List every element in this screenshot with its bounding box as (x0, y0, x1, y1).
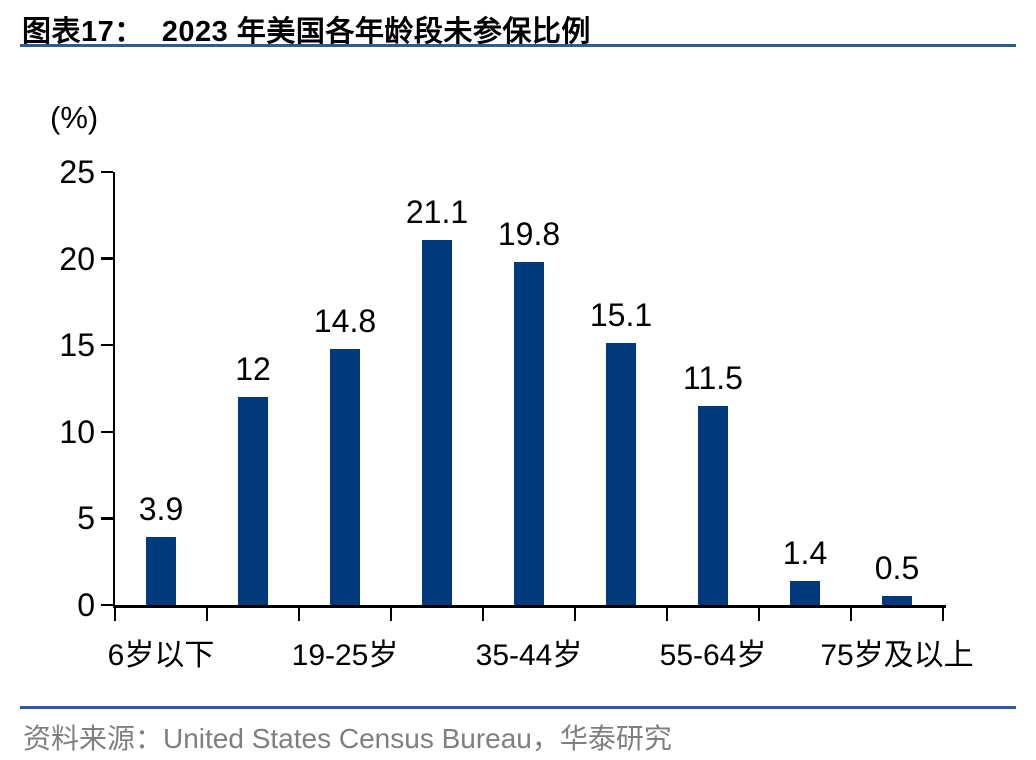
bar-value-label: 11.5 (683, 359, 743, 396)
figure-title-text: 2023 年美国各年龄段未参保比例 (161, 16, 591, 48)
x-axis-category-label: 35-44岁 (475, 639, 583, 672)
bar-value-label: 19.8 (497, 216, 561, 253)
figure-label: 图表17： (22, 16, 144, 48)
y-axis-tick-label: 5 (77, 500, 95, 537)
bar-value-label: 21.1 (405, 193, 469, 230)
x-axis-tick (113, 605, 117, 621)
y-axis-tick (100, 257, 113, 260)
x-axis-tick (941, 605, 945, 621)
bar (790, 580, 820, 605)
x-axis-category-label: 6岁以下 (107, 639, 215, 672)
x-axis-tick (665, 605, 669, 621)
x-axis-category-label: 55-64岁 (659, 639, 767, 672)
bar-value-label: 1.4 (782, 534, 828, 571)
y-axis-tick-label: 25 (59, 154, 95, 190)
title-underline (20, 44, 1016, 47)
y-axis-tick-label: 20 (59, 240, 95, 277)
figure-title: 图表17： 2023 年美国各年龄段未参保比例 (22, 8, 591, 50)
y-axis-tick (100, 603, 113, 607)
bar (882, 596, 912, 605)
y-axis-tick (100, 430, 113, 434)
y-axis-tick (100, 343, 113, 347)
bar-value-label: 12 (235, 351, 271, 388)
bar (698, 405, 728, 605)
y-axis-line (112, 172, 115, 608)
y-axis-tick-label: 0 (77, 587, 95, 623)
x-axis-tick (389, 605, 393, 621)
x-axis-tick (205, 605, 209, 621)
bar (514, 262, 544, 605)
x-axis-line (112, 605, 946, 608)
y-axis-tick (100, 170, 113, 174)
bar-value-label: 15.1 (589, 297, 653, 334)
y-axis-tick (100, 517, 113, 520)
x-axis-tick (573, 605, 577, 621)
bar (330, 348, 360, 605)
x-axis-tick (849, 605, 853, 621)
x-axis-tick (757, 605, 761, 621)
x-axis-category-label: 75岁及以上 (820, 639, 974, 672)
plot-area: 3.9 12 14.8 21.1 19.8 15.1 11.5 1.4 0.5 (115, 172, 943, 605)
bar (606, 343, 636, 605)
bar-value-label: 0.5 (874, 550, 920, 587)
x-axis-tick (481, 605, 485, 621)
bar-value-label: 3.9 (138, 491, 184, 528)
y-axis-tick-label: 10 (59, 413, 95, 450)
bar-value-label: 14.8 (313, 302, 377, 339)
bar (146, 537, 176, 605)
bar (422, 239, 452, 605)
x-axis-tick (297, 605, 301, 621)
bar (238, 397, 268, 605)
y-axis-unit-label: (%) (50, 100, 99, 135)
x-axis-category-label: 19-25岁 (291, 639, 399, 672)
footer-rule (20, 706, 1016, 709)
source-attribution: 资料来源：United States Census Bureau，华泰研究 (23, 723, 672, 754)
y-axis-tick-label: 15 (59, 327, 95, 364)
